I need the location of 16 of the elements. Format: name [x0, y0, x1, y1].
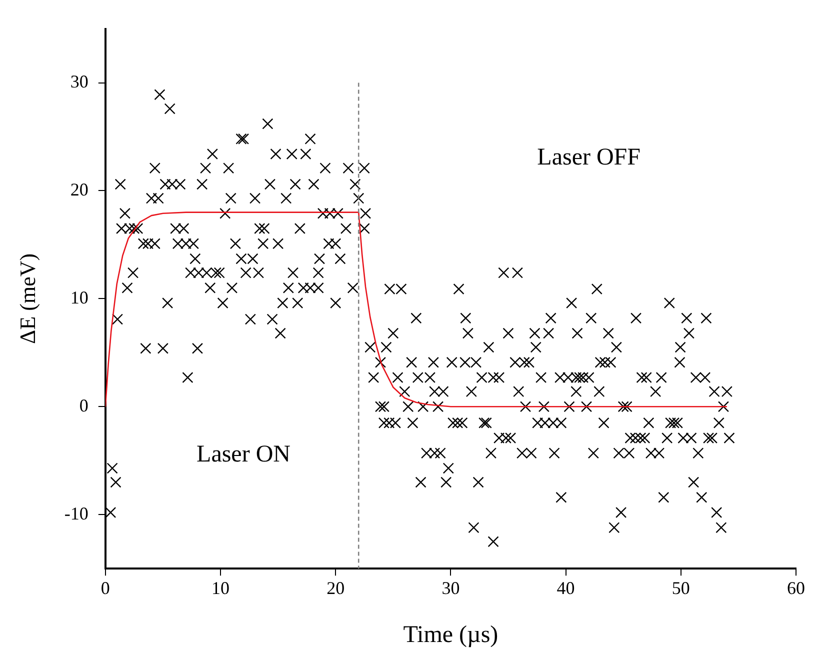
x-tick-label: 30: [442, 578, 460, 598]
annotation: Laser OFF: [537, 144, 640, 171]
y-tick-label: 20: [70, 179, 88, 200]
annotation: Laser ON: [196, 442, 290, 468]
x-tick-label: 10: [211, 578, 230, 598]
x-axis-title: Time (µs): [403, 622, 498, 648]
y-tick-label: 10: [70, 287, 88, 308]
y-tick-label: -10: [64, 503, 88, 524]
y-tick-label: 30: [70, 72, 88, 92]
x-tick-label: 0: [100, 578, 110, 598]
x-tick-label: 60: [787, 578, 805, 598]
x-tick-label: 40: [556, 578, 575, 598]
x-tick-label: 20: [326, 578, 345, 598]
y-axis-title: ΔE (meV): [14, 253, 40, 344]
y-tick-label: 0: [79, 395, 88, 416]
x-tick-label: 50: [672, 578, 690, 598]
